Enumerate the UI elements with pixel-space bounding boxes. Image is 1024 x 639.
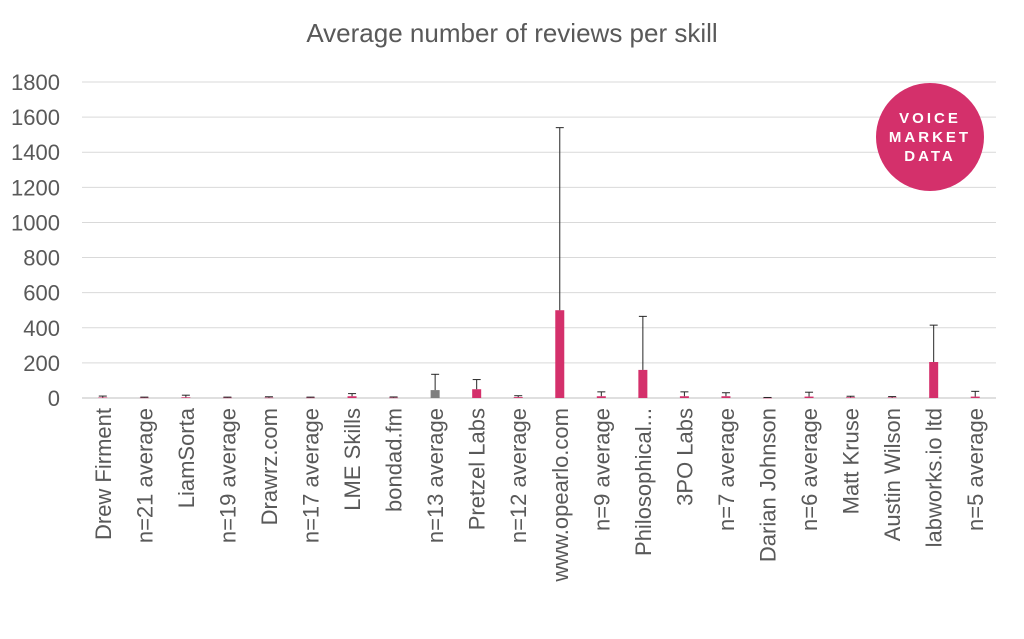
error-bar: [680, 391, 689, 397]
bar: [596, 396, 606, 398]
bar: [970, 396, 980, 398]
x-category-label: bondad.fm: [382, 408, 407, 512]
x-category-label: n=17 average: [299, 408, 324, 543]
error-bar: [805, 391, 814, 397]
bar: [804, 396, 814, 398]
y-tick-label: 1400: [11, 140, 60, 165]
error-bar: [555, 127, 564, 311]
x-category-label: Pretzel Labs: [465, 408, 490, 530]
y-tick-label: 1800: [11, 70, 60, 95]
y-tick-label: 1200: [11, 175, 60, 200]
x-category-label: n=12 average: [506, 408, 531, 543]
error-bar: [721, 392, 730, 397]
x-category-label: Austin Wilson: [880, 408, 905, 541]
bar: [139, 397, 149, 399]
bar: [555, 310, 565, 398]
error-bar: [431, 373, 440, 391]
bar: [679, 396, 689, 398]
error-bar: [846, 395, 855, 398]
y-tick-label: 1000: [11, 210, 60, 235]
x-category-label: 3PO Labs: [672, 408, 697, 506]
x-category-label: n=6 average: [797, 408, 822, 531]
y-tick-label: 800: [23, 246, 60, 271]
x-axis-labels: Drew Firment n=21 average LiamSorta n=19 av…: [91, 407, 988, 582]
error-bar: [514, 395, 523, 398]
bar: [264, 397, 274, 399]
bar: [763, 397, 772, 399]
error-bar: [306, 396, 315, 398]
bar: [929, 362, 939, 398]
error-bar: [98, 395, 107, 398]
error-bar: [348, 393, 357, 397]
error-bar: [389, 396, 398, 398]
bar: [846, 397, 856, 398]
bar: [513, 397, 523, 398]
x-category-label: Drew Firment: [91, 408, 116, 540]
y-tick-label: 1600: [11, 105, 60, 130]
bar: [347, 396, 357, 398]
error-bar: [472, 379, 481, 390]
y-tick-label: 400: [23, 316, 60, 341]
bar: [306, 397, 315, 399]
bar: [98, 397, 108, 398]
x-category-label: n=13 average: [423, 408, 448, 543]
error-bar: [223, 396, 232, 398]
y-tick-label: 0: [48, 386, 60, 411]
bar: [389, 397, 399, 399]
y-tick-label: 600: [23, 281, 60, 306]
x-category-label: n=21 average: [132, 408, 157, 543]
bar: [887, 397, 897, 398]
error-bar: [971, 390, 980, 397]
x-category-label: Philosophical...: [631, 408, 656, 556]
x-category-label: LiamSorta: [174, 407, 199, 508]
error-bar: [140, 396, 149, 398]
error-bar: [638, 315, 647, 370]
bar: [638, 369, 648, 398]
grid-lines: [82, 81, 996, 399]
x-category-label: Matt Kruse: [839, 408, 864, 514]
bar: [721, 396, 731, 398]
chart-title: Average number of reviews per skill: [306, 18, 718, 48]
y-tick-label: 200: [23, 351, 60, 376]
bar: [472, 389, 482, 398]
x-category-label: www.opearlo.com: [548, 408, 573, 583]
x-category-label: LME Skills: [340, 408, 365, 511]
error-bar: [597, 391, 606, 397]
bars: [98, 310, 980, 399]
bar: [222, 397, 232, 399]
x-category-label: Darian Johnson: [756, 408, 781, 562]
logo-line-data: DATA: [904, 147, 956, 165]
error-bar: [264, 396, 273, 398]
error-bars: [98, 127, 980, 398]
error-bar: [181, 394, 190, 398]
bar: [430, 390, 440, 398]
error-bar: [888, 396, 897, 398]
bar: [181, 397, 191, 398]
x-category-label: n=9 average: [589, 408, 614, 531]
voice-market-data-logo: VOICE MARKET DATA: [876, 83, 984, 191]
logo-line-voice: VOICE: [899, 109, 961, 127]
logo-line-market: MARKET: [888, 128, 972, 146]
x-category-label: Drawrz.com: [257, 408, 282, 525]
x-category-label: n=5 average: [963, 408, 988, 531]
y-axis-ticks: 0 200 400 600 800 1000 1200 1400 1600 1800: [11, 70, 60, 411]
x-category-label: n=19 average: [215, 408, 240, 543]
x-category-label: n=7 average: [714, 408, 739, 531]
x-category-label: labworks.io ltd: [922, 408, 947, 547]
error-bar: [929, 324, 938, 363]
